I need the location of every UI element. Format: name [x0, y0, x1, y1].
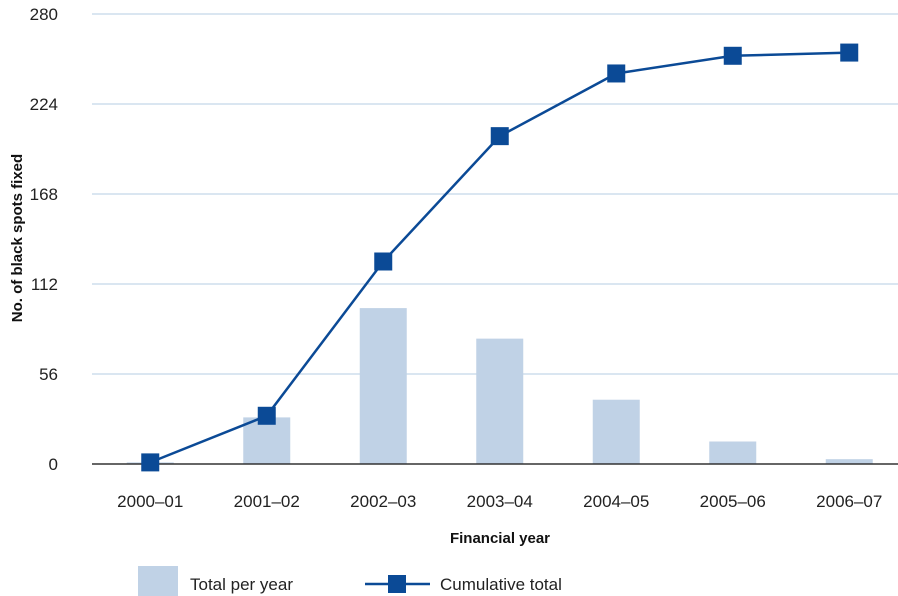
x-tick-label: 2006–07: [816, 492, 882, 511]
line-point-marker: [374, 252, 393, 271]
x-tick-labels: 2000–01 2001–02 2002–03 2003–04 2004–05 2005–…: [117, 492, 882, 511]
line-point-marker: [607, 64, 626, 83]
y-tick-label: 112: [31, 275, 58, 294]
y-tick-label: 168: [30, 185, 58, 204]
bar: [476, 338, 524, 464]
bars: [126, 308, 873, 464]
y-tick-label: 280: [30, 5, 58, 24]
bar: [825, 459, 873, 464]
bar: [592, 399, 640, 464]
x-tick-label: 2001–02: [234, 492, 300, 511]
line-point-marker: [257, 406, 276, 425]
legend-swatch-bars: [138, 566, 178, 596]
line-point-marker: [141, 453, 160, 472]
x-axis-title: Financial year: [450, 530, 550, 547]
legend-label-bars: Total per year: [190, 575, 293, 594]
legend-label-line: Cumulative total: [440, 575, 562, 594]
y-axis-title: No. of black spots fixed: [9, 154, 26, 322]
bar: [709, 441, 757, 464]
y-tick-labels: 0 56 112 168 224 280: [30, 5, 58, 474]
x-tick-label: 2004–05: [583, 492, 649, 511]
cumulative-line-series: [141, 43, 859, 472]
y-tick-label: 56: [39, 365, 58, 384]
legend: Total per year Cumulative total: [138, 566, 562, 596]
y-tick-label: 224: [30, 95, 58, 114]
line-point-marker: [490, 127, 509, 146]
x-tick-label: 2003–04: [467, 492, 533, 511]
line-point-marker: [840, 43, 859, 62]
x-tick-label: 2002–03: [350, 492, 416, 511]
gridlines: [92, 13, 898, 375]
y-tick-label: 0: [49, 455, 58, 474]
line-point-marker: [723, 46, 742, 65]
x-tick-label: 2005–06: [700, 492, 766, 511]
x-tick-label: 2000–01: [117, 492, 183, 511]
legend-swatch-marker: [388, 575, 406, 593]
bar: [243, 417, 291, 464]
bar: [359, 308, 407, 464]
